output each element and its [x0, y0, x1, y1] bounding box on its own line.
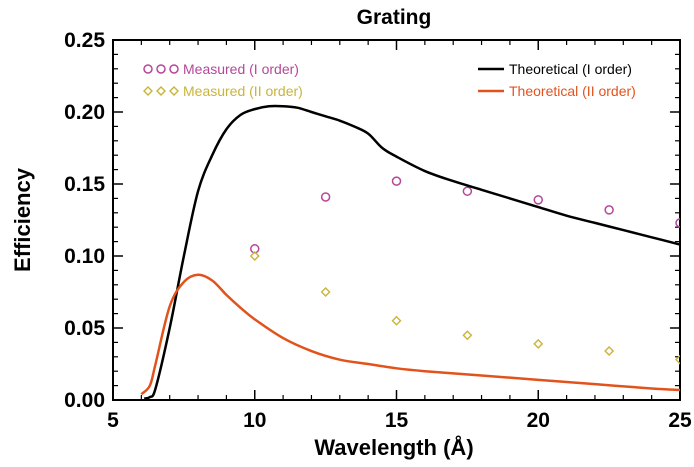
legend-marker	[143, 86, 153, 96]
data-point-circle	[604, 205, 614, 215]
y-tick-label: 0.15	[64, 173, 105, 196]
data-point-circle	[320, 192, 331, 202]
series-3	[143, 104, 680, 400]
y-tick-label: 0.20	[64, 101, 105, 124]
series-1	[250, 176, 680, 254]
data-point-diamond	[675, 354, 680, 365]
data-point-circle	[533, 195, 543, 205]
x-tick-label: 10	[243, 409, 266, 432]
data-point-diamond	[604, 346, 615, 357]
y-tick-label: 0.10	[64, 245, 105, 268]
data-point-diamond	[391, 315, 402, 326]
legend-entry-label: Theoretical (II order)	[509, 83, 636, 99]
series-line	[143, 104, 680, 400]
legend-entry-label: Measured (II order)	[183, 83, 303, 99]
legend-entry-label: Theoretical (I order)	[509, 61, 632, 77]
series-layer	[140, 104, 680, 400]
data-point-diamond	[462, 330, 473, 341]
axis-ticks: 5 10 15 20 25 0.00 0.05 0.10 0.15 0.20 0.25	[64, 29, 692, 432]
legend-marker	[156, 64, 166, 74]
legend-entry-label: Measured (I order)	[183, 61, 299, 77]
data-point-diamond	[320, 287, 331, 297]
x-tick-label: 5	[107, 409, 119, 432]
y-tick-label: 0.00	[64, 389, 105, 412]
x-tick-label: 20	[527, 409, 550, 432]
y-tick-label: 0.25	[64, 29, 105, 52]
legend-marker	[156, 86, 166, 96]
legend: Measured (I order) Measured (II order) The…	[143, 61, 636, 99]
data-point-circle	[675, 218, 680, 228]
x-tick-label: 15	[385, 409, 409, 432]
legend-marker	[169, 86, 179, 96]
x-tick-label: 25	[668, 409, 692, 432]
series-2	[249, 251, 680, 365]
data-point-circle	[462, 186, 473, 196]
data-point-circle	[391, 176, 402, 186]
x-axis-label: Wavelength (Å)	[314, 434, 473, 460]
series-line	[140, 273, 680, 396]
chart-title: Grating	[357, 6, 432, 29]
legend-marker	[169, 64, 179, 74]
y-tick-label: 0.05	[64, 317, 105, 340]
legend-marker	[143, 64, 153, 74]
series-4	[140, 273, 680, 396]
y-axis-label: Efficiency	[10, 167, 35, 272]
data-point-diamond	[249, 251, 260, 261]
data-point-diamond	[533, 338, 544, 349]
